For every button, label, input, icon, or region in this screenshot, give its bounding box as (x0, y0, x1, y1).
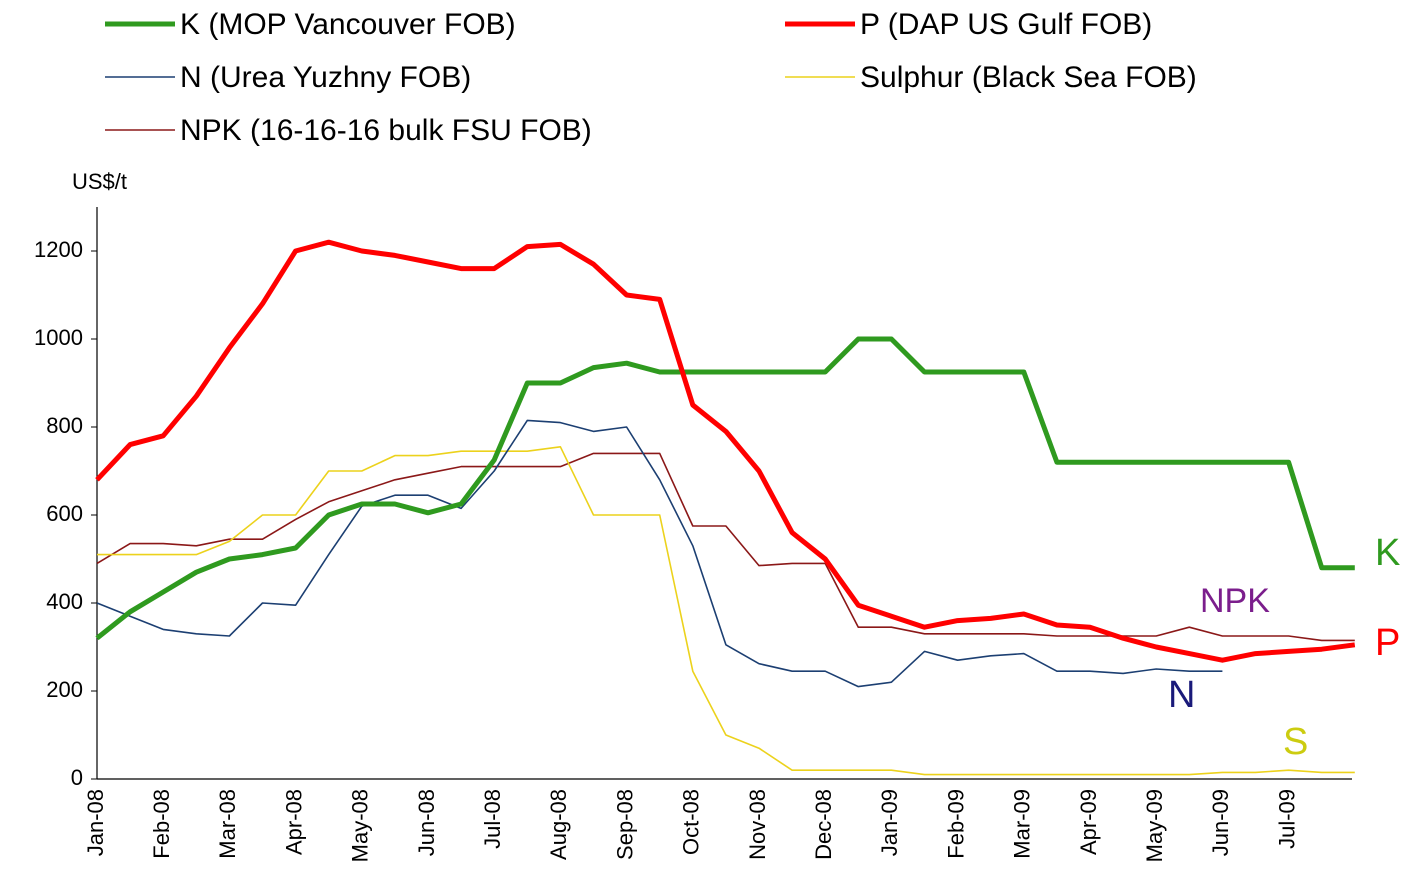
y-tick-label: 1000 (34, 325, 83, 350)
series-line (95, 336, 1355, 641)
x-tick-label: May-09 (1142, 789, 1167, 862)
series-line (97, 446, 1355, 776)
legend-label: K (MOP Vancouver FOB) (180, 8, 516, 41)
x-tick-label: Oct-08 (679, 789, 704, 855)
x-tick-label: Feb-09 (943, 789, 968, 859)
x-tick-label: Dec-08 (811, 789, 836, 860)
annotation: K (1375, 532, 1400, 574)
x-tick-label: Jun-09 (1208, 789, 1233, 856)
y-tick-label: 200 (46, 677, 83, 702)
x-tick-label: Mar-08 (215, 789, 240, 859)
x-tick-label: Mar-09 (1010, 789, 1035, 859)
x-tick-label: Feb-08 (149, 789, 174, 859)
series-line (95, 239, 1356, 663)
x-tick-label: Jan-08 (83, 789, 108, 856)
legend-label: N (Urea Yuzhny FOB) (180, 61, 471, 94)
y-tick-label: 0 (71, 765, 83, 790)
y-axis-label: US$/t (72, 169, 127, 194)
x-tick-label: Apr-09 (1076, 789, 1101, 855)
y-tick-label: 1200 (34, 237, 83, 262)
x-tick-label: May-08 (348, 789, 373, 862)
series-line (96, 452, 1355, 642)
series-line (96, 419, 1223, 688)
x-tick-label: Apr-08 (281, 789, 306, 855)
y-tick-label: 400 (46, 589, 83, 614)
x-tick-label: Jan-09 (877, 789, 902, 856)
legend-label: NPK (16-16-16 bulk FSU FOB) (180, 114, 592, 147)
x-tick-label: Jun-08 (414, 789, 439, 856)
x-tick-label: Jul-09 (1274, 789, 1299, 849)
x-tick-label: Jul-08 (480, 789, 505, 849)
legend-label: Sulphur (Black Sea FOB) (860, 61, 1197, 94)
x-tick-label: Aug-08 (546, 789, 571, 860)
x-tick-label: Nov-08 (745, 789, 770, 860)
y-tick-label: 800 (46, 413, 83, 438)
y-tick-label: 600 (46, 501, 83, 526)
legend-label: P (DAP US Gulf FOB) (860, 8, 1152, 41)
annotation: N (1168, 674, 1195, 716)
annotation: P (1375, 622, 1400, 664)
x-tick-label: Sep-08 (612, 789, 637, 860)
annotation: NPK (1200, 582, 1270, 620)
annotation: S (1283, 721, 1308, 763)
